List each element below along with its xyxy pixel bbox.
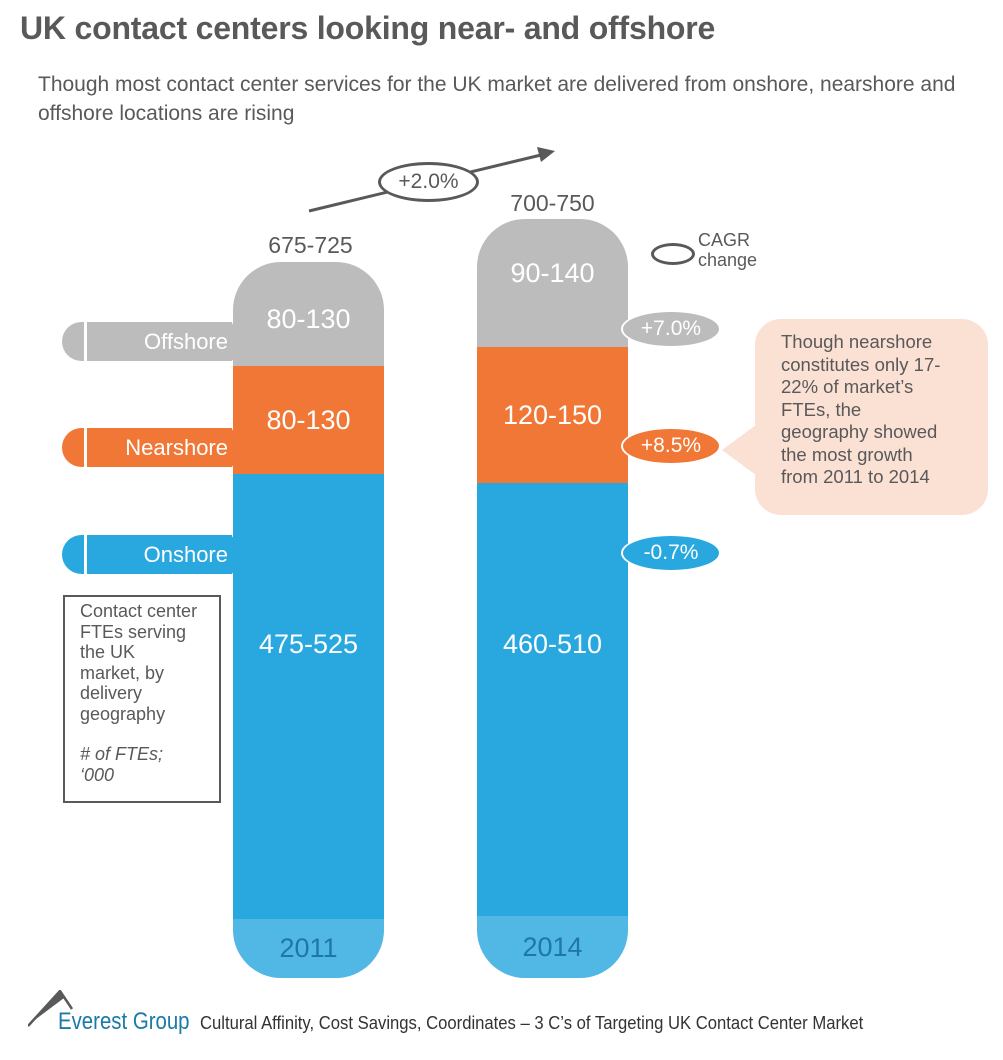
- legend-label: Onshore: [87, 535, 232, 574]
- cagr-badge-onshore: -0.7%: [621, 534, 721, 572]
- cagr-badge-offshore: +7.0%: [621, 310, 721, 348]
- legend-label: Nearshore: [87, 428, 232, 467]
- year-label-2014-base: 2014: [477, 916, 628, 978]
- segment-nearshore-2014: 120-150: [477, 347, 628, 483]
- value-label: 475-525: [258, 629, 359, 659]
- chart-title: UK contact centers looking near- and off…: [20, 10, 716, 46]
- cagr-key-ellipse-icon: [651, 243, 695, 265]
- segment-offshore-2014: 90-140: [477, 219, 628, 347]
- unit-label: # of FTEs; ‘000: [80, 744, 164, 785]
- value-label: 90-140: [510, 257, 595, 288]
- year-label: 2014: [522, 931, 583, 962]
- nearshore-callout: Though nearshore constitutes only 17- 22…: [755, 319, 988, 515]
- value-label: 80-130: [266, 303, 351, 334]
- brand-name: Everest Group: [58, 1008, 190, 1035]
- cagr-badge-nearshore: +8.5%: [621, 427, 721, 465]
- legend-label: Offshore: [87, 322, 232, 361]
- footer-caption: Cultural Affinity, Cost Savings, Coordin…: [200, 1012, 864, 1033]
- segment-nearshore-2011: 80-130: [233, 366, 384, 474]
- segment-onshore-2011: 475-525: [233, 474, 384, 919]
- everest-mountain-logo-icon: [28, 990, 74, 1027]
- value-label: 80-130: [266, 404, 351, 435]
- total-2014: 700-750: [510, 190, 595, 216]
- year-label-2011-base: 2011: [233, 919, 384, 978]
- bar-2011: 80-130 80-130 475-525 2011: [233, 262, 384, 978]
- value-label: 460-510: [502, 629, 603, 659]
- segment-onshore-2014: 460-510: [477, 483, 628, 916]
- chart-subtitle: Though most contact center services for …: [38, 73, 956, 125]
- callout-pointer: [722, 422, 760, 478]
- value-label: 120-150: [502, 399, 603, 430]
- legend-tag-nearshore: Nearshore: [62, 428, 244, 467]
- legend-tag-onshore: Onshore: [62, 535, 244, 574]
- year-label: 2011: [279, 933, 338, 963]
- segment-offshore-2011: 80-130: [233, 262, 384, 366]
- total-2011: 675-725: [268, 232, 353, 258]
- overall-cagr-badge: +2.0%: [378, 162, 479, 202]
- footer: Everest Group Cultural Affinity, Cost Sa…: [28, 990, 988, 1040]
- legend-tag-offshore: Offshore: [62, 322, 244, 361]
- bar-2014: 90-140 120-150 460-510 2014: [477, 219, 628, 978]
- chart-description-box: Contact center FTEs serving the UK marke…: [63, 595, 221, 803]
- cagr-key-label: CAGR change: [698, 230, 758, 270]
